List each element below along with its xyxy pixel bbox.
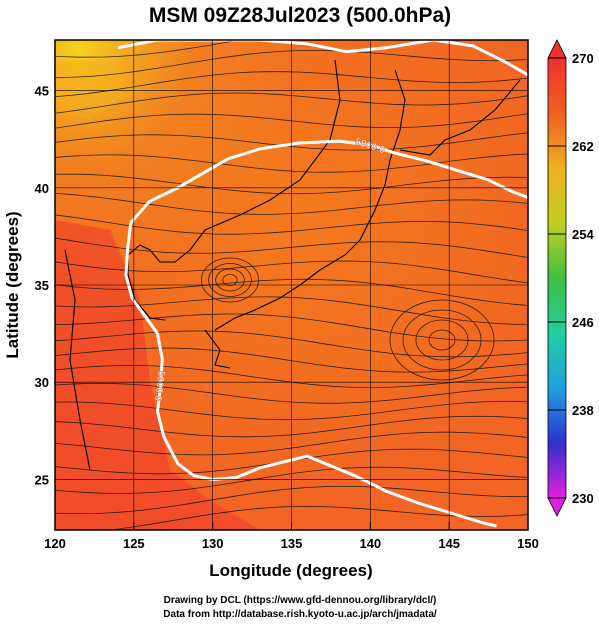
geopotential-contours bbox=[117, 40, 528, 528]
y-tick-label: 45 bbox=[35, 84, 49, 99]
x-tick-label: 130 bbox=[202, 536, 224, 551]
streamline bbox=[55, 347, 528, 373]
x-tick-label: 120 bbox=[44, 536, 66, 551]
streamline bbox=[55, 466, 528, 494]
wind-swirl bbox=[402, 309, 482, 371]
temperature-yellow-north bbox=[55, 60, 140, 120]
streamline bbox=[55, 173, 528, 195]
streamline bbox=[55, 192, 528, 215]
streamline bbox=[55, 132, 528, 151]
credit-data: Data from http://database.rish.kyoto-u.a… bbox=[163, 609, 437, 620]
y-tick-label: 40 bbox=[35, 181, 49, 196]
x-tick-label: 140 bbox=[359, 536, 381, 551]
contour-label: 5900.0 bbox=[152, 370, 167, 402]
streamline bbox=[55, 153, 528, 173]
colorbar-tick-label: 270 bbox=[572, 51, 594, 66]
streamline bbox=[55, 431, 528, 456]
x-tick-label: 135 bbox=[281, 536, 303, 551]
x-tick-label: 145 bbox=[438, 536, 460, 551]
streamline bbox=[55, 486, 528, 515]
wind-swirl bbox=[428, 329, 456, 351]
y-tick-label: 35 bbox=[35, 278, 49, 293]
colorbar-tick-label: 254 bbox=[572, 227, 594, 242]
streamline bbox=[55, 278, 528, 306]
colorbar-tick-label: 262 bbox=[572, 139, 594, 154]
x-tick-label: 150 bbox=[517, 536, 539, 551]
coastline-china bbox=[64, 249, 91, 471]
streamline bbox=[55, 71, 528, 98]
wind-swirl bbox=[389, 299, 495, 381]
colorbar-top-arrow bbox=[547, 39, 567, 59]
colorbar-tick-label: 246 bbox=[572, 315, 594, 330]
coastline-japan-east bbox=[214, 69, 406, 331]
colorbar-tick-label: 230 bbox=[572, 491, 594, 506]
colorbar-bottom-arrow bbox=[547, 497, 567, 517]
colorbar: 230 238 246 254 262 270 bbox=[547, 39, 594, 517]
contour-line bbox=[124, 222, 497, 528]
wind-swirl bbox=[222, 274, 238, 286]
chart-title: MSM 09Z28Jul2023 (500.0hPa) bbox=[149, 4, 451, 27]
streamline bbox=[55, 400, 528, 421]
y-tick-label: 30 bbox=[35, 375, 49, 390]
wind-swirl bbox=[415, 319, 469, 361]
streamline bbox=[55, 330, 528, 358]
colorbar-fill bbox=[547, 57, 567, 499]
temperature-red-southwest bbox=[55, 220, 260, 530]
contour-line bbox=[117, 40, 528, 77]
streamline bbox=[55, 296, 528, 325]
streamline bbox=[55, 40, 528, 58]
streamline bbox=[55, 415, 528, 438]
y-axis: 25 30 35 40 45 bbox=[35, 84, 49, 488]
x-axis-label: Longitude (degrees) bbox=[209, 561, 372, 580]
streamline bbox=[55, 92, 528, 114]
y-axis-label: Latitude (degrees) bbox=[3, 211, 22, 358]
credit-drawing: Drawing by DCL (https://www.gfd-dennou.o… bbox=[164, 595, 437, 606]
contour-line bbox=[129, 139, 528, 224]
y-tick-label: 25 bbox=[35, 472, 49, 487]
wind-swirl bbox=[215, 268, 245, 292]
wind-streamlines bbox=[55, 40, 528, 530]
streamline bbox=[55, 50, 528, 79]
coastlines bbox=[64, 59, 521, 471]
coastline-mainland bbox=[127, 59, 341, 321]
streamline bbox=[55, 113, 528, 129]
coastline-hokkaido-kuril bbox=[399, 79, 521, 156]
wind-swirl bbox=[200, 257, 259, 303]
streamline bbox=[55, 214, 528, 235]
wind-swirl bbox=[208, 263, 252, 297]
x-axis: 120 125 130 135 140 145 150 bbox=[44, 522, 539, 551]
x-tick-label: 125 bbox=[123, 536, 145, 551]
streamline bbox=[55, 383, 528, 404]
colorbar-tick-label: 238 bbox=[572, 403, 594, 418]
